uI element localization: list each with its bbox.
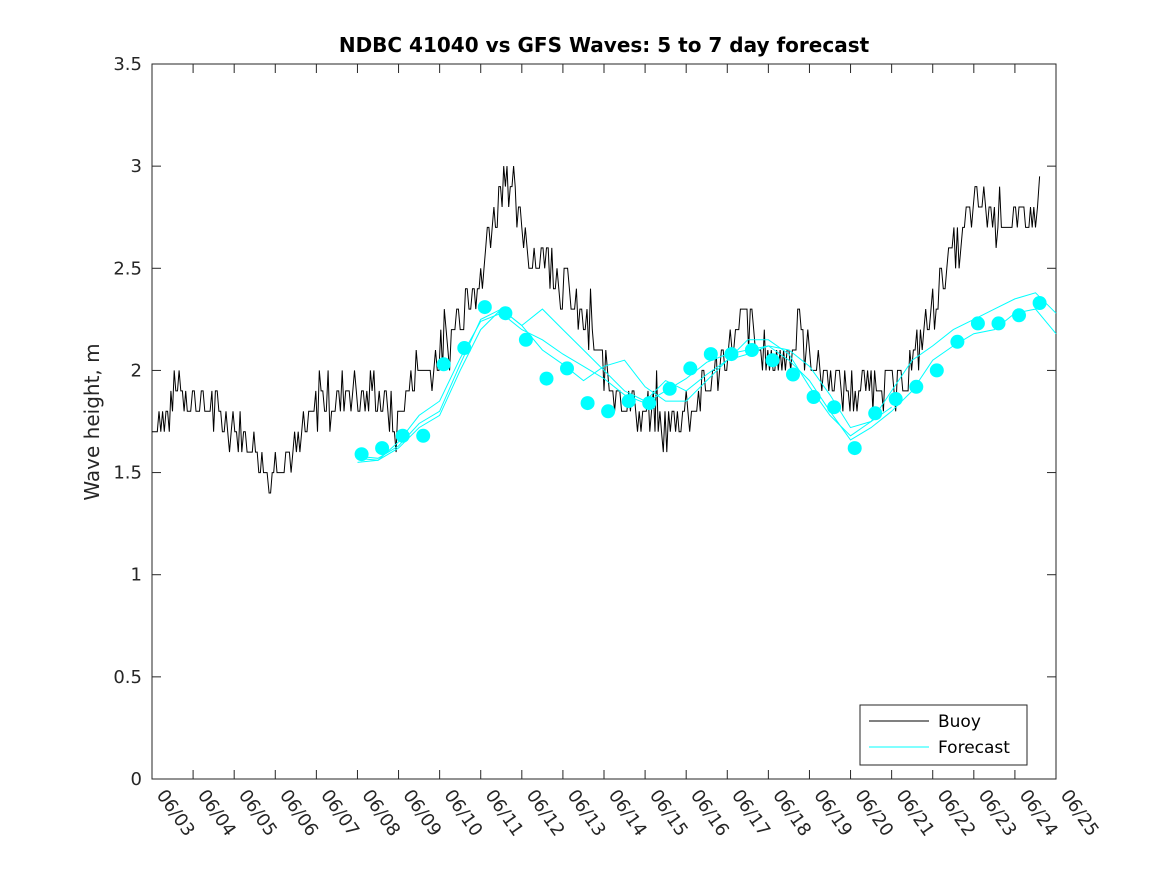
y-tick-label: 3.5	[113, 54, 142, 75]
forecast-marker	[929, 363, 944, 378]
forecast-marker	[888, 392, 903, 406]
x-tick-label: 06/19	[809, 786, 856, 841]
x-tick-label: 06/16	[686, 786, 733, 841]
x-tick-label: 06/06	[275, 786, 322, 841]
x-tick-label: 06/08	[357, 786, 404, 841]
forecast-marker	[601, 404, 616, 419]
legend-forecast-label: Forecast	[938, 738, 1010, 758]
x-tick-label: 06/14	[604, 786, 651, 841]
y-tick-label: 1	[131, 565, 142, 586]
forecast-run-line	[357, 308, 892, 461]
y-tick-label: 0.5	[113, 667, 142, 688]
buoy-line	[152, 166, 1041, 494]
buoy-series	[152, 166, 1041, 494]
x-tick-label: 06/18	[768, 786, 815, 841]
forecast-marker	[827, 400, 842, 415]
forecast-marker	[477, 300, 492, 315]
chart-title: NDBC 41040 vs GFS Waves: 5 to 7 day fore…	[339, 33, 870, 57]
forecast-marker	[375, 441, 390, 456]
x-tick-label: 06/11	[481, 786, 528, 841]
forecast-marker	[457, 341, 472, 355]
y-tick-label: 1.5	[113, 463, 142, 484]
forecast-marker	[806, 390, 821, 404]
x-tick-label: 06/23	[974, 786, 1021, 841]
forecast-run-line	[357, 292, 1057, 459]
forecast-marker	[416, 428, 431, 443]
forecast-series	[357, 292, 1057, 463]
x-tick-label: 06/20	[850, 786, 897, 841]
forecast-marker	[765, 353, 780, 368]
forecast-marker	[518, 332, 533, 347]
x-tick-label: 06/12	[522, 786, 569, 841]
y-tick-label: 3	[131, 156, 142, 177]
x-tick-label: 06/22	[933, 786, 980, 841]
forecast-marker	[498, 306, 513, 321]
y-tick-label: 2	[131, 360, 142, 381]
forecast-marker	[683, 361, 698, 376]
x-tick-label: 06/13	[563, 786, 610, 841]
y-tick-label: 0	[131, 769, 142, 790]
forecast-marker	[970, 316, 985, 331]
x-tick-label: 06/03	[152, 786, 199, 841]
forecast-marker	[1012, 308, 1026, 323]
forecast-marker	[354, 447, 369, 462]
forecast-marker	[1032, 296, 1047, 310]
x-tick-label: 06/25	[1056, 786, 1103, 841]
forecast-marker	[991, 316, 1006, 331]
forecast-marker	[847, 441, 862, 456]
forecast-marker	[621, 394, 636, 409]
x-tick-label: 06/07	[316, 786, 363, 841]
forecast-marker	[580, 396, 595, 411]
forecast-marker	[560, 361, 574, 376]
forecast-marker	[868, 406, 883, 421]
forecast-marker	[703, 347, 718, 362]
forecast-marker	[950, 334, 965, 349]
x-tick-label: 06/09	[398, 786, 445, 841]
legend-buoy-label: Buoy	[938, 712, 981, 732]
x-tick-label: 06/04	[193, 786, 240, 841]
forecast-marker	[436, 357, 451, 372]
axis-ticks	[151, 63, 1057, 780]
plot-frame	[151, 63, 1057, 780]
legend: Buoy Forecast	[859, 704, 1028, 766]
forecast-marker	[909, 379, 924, 394]
forecast-marker	[642, 396, 657, 411]
forecast-marker	[724, 347, 739, 362]
x-tick-label: 06/05	[234, 786, 281, 841]
forecast-marker	[744, 343, 759, 357]
x-tick-label: 06/24	[1015, 786, 1062, 841]
y-tick-labels: 0 0.5 1 1.5 2 2.5 3 3.5	[113, 54, 142, 790]
x-tick-label: 06/17	[727, 786, 774, 841]
y-axis-label: Wave height, m	[80, 343, 104, 500]
x-tick-labels: 06/0306/0406/0506/0606/0706/0806/0906/10…	[152, 786, 1103, 841]
forecast-markers	[354, 296, 1047, 462]
x-tick-label: 06/10	[440, 786, 487, 841]
x-tick-label: 06/21	[892, 786, 939, 841]
legend-box	[859, 704, 1028, 766]
forecast-marker	[662, 381, 677, 396]
x-tick-label: 06/15	[645, 786, 692, 841]
forecast-marker	[539, 371, 554, 386]
forecast-marker	[395, 428, 410, 443]
y-tick-label: 2.5	[113, 258, 142, 279]
forecast-marker	[786, 367, 800, 382]
